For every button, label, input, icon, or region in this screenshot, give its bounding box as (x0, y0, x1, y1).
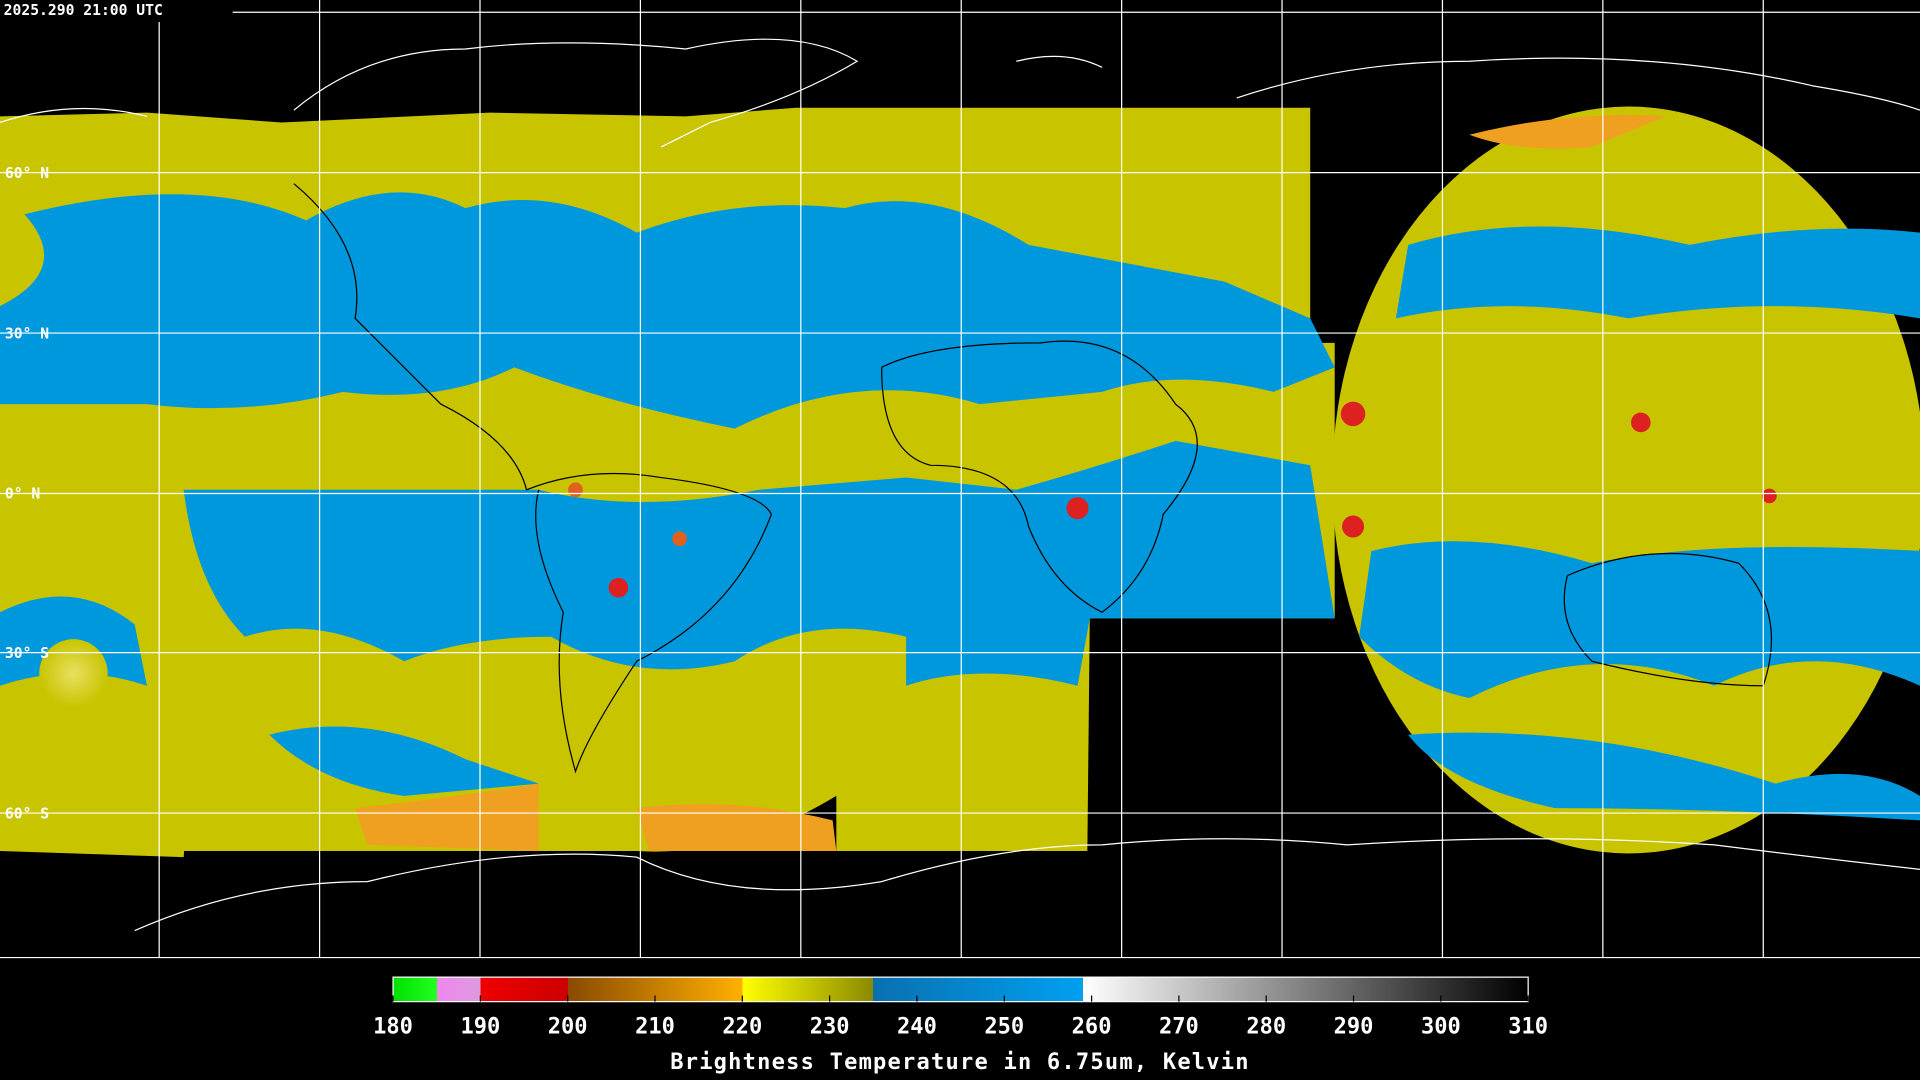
convective-cell (1340, 401, 1366, 427)
convective-cell (568, 482, 583, 498)
cold-region (355, 783, 539, 852)
dry-band-north (0, 192, 1335, 429)
latitude-label: 30° S (5, 645, 49, 662)
colorbar-tick-label: 310 (1508, 1014, 1548, 1039)
polar-coastlines (0, 38, 1920, 932)
colorbar-tick-label: 200 (548, 1014, 588, 1039)
graticule (0, 0, 1920, 959)
dry-band-far-se (1408, 732, 1920, 821)
timestamp-background (0, 0, 233, 23)
colorbar-tick-label: 300 (1421, 1014, 1461, 1039)
latitude-label: 60° S (5, 805, 49, 822)
cyclone (39, 639, 108, 708)
convective-cell (1631, 412, 1651, 433)
colorbar-tick-label: 220 (722, 1014, 762, 1039)
dry-band-ne (1395, 226, 1920, 319)
colorbar-tick-label: 240 (897, 1014, 937, 1039)
convective-cell (1066, 497, 1089, 520)
latitude-label: 30° N (5, 325, 49, 342)
latitude-label: 60° N (5, 165, 49, 182)
colorbar-tick-label: 230 (810, 1014, 850, 1039)
colorbar-tick-label: 270 (1159, 1014, 1199, 1039)
colorbar (392, 976, 1529, 1003)
imagery (0, 38, 1920, 932)
dry-patch-s (269, 726, 539, 796)
latitude-label: 0° N (5, 486, 40, 503)
convective-cell (608, 577, 629, 598)
colorbar-tick-label: 190 (460, 1014, 500, 1039)
convective-cell (1342, 515, 1365, 538)
colorbar-tick-label: 250 (984, 1014, 1024, 1039)
colorbar-tick-label: 290 (1334, 1014, 1374, 1039)
colorbar-label: Brightness Temperature in 6.75um, Kelvin (670, 1050, 1250, 1075)
colorbar-tick-label: 280 (1246, 1014, 1286, 1039)
convective-cell (1762, 488, 1777, 504)
dry-band-tropics (183, 440, 1335, 686)
colorbar-tick-label: 260 (1072, 1014, 1112, 1039)
colorbar-tick-label: 210 (635, 1014, 675, 1039)
cold-region (1469, 115, 1666, 149)
convective-cell (672, 531, 687, 547)
timestamp: 2025.290 21:00 UTC (4, 2, 163, 19)
dry-band-se (1359, 541, 1920, 698)
cold-region (636, 804, 837, 852)
colorbar-tick-label: 180 (373, 1014, 413, 1039)
